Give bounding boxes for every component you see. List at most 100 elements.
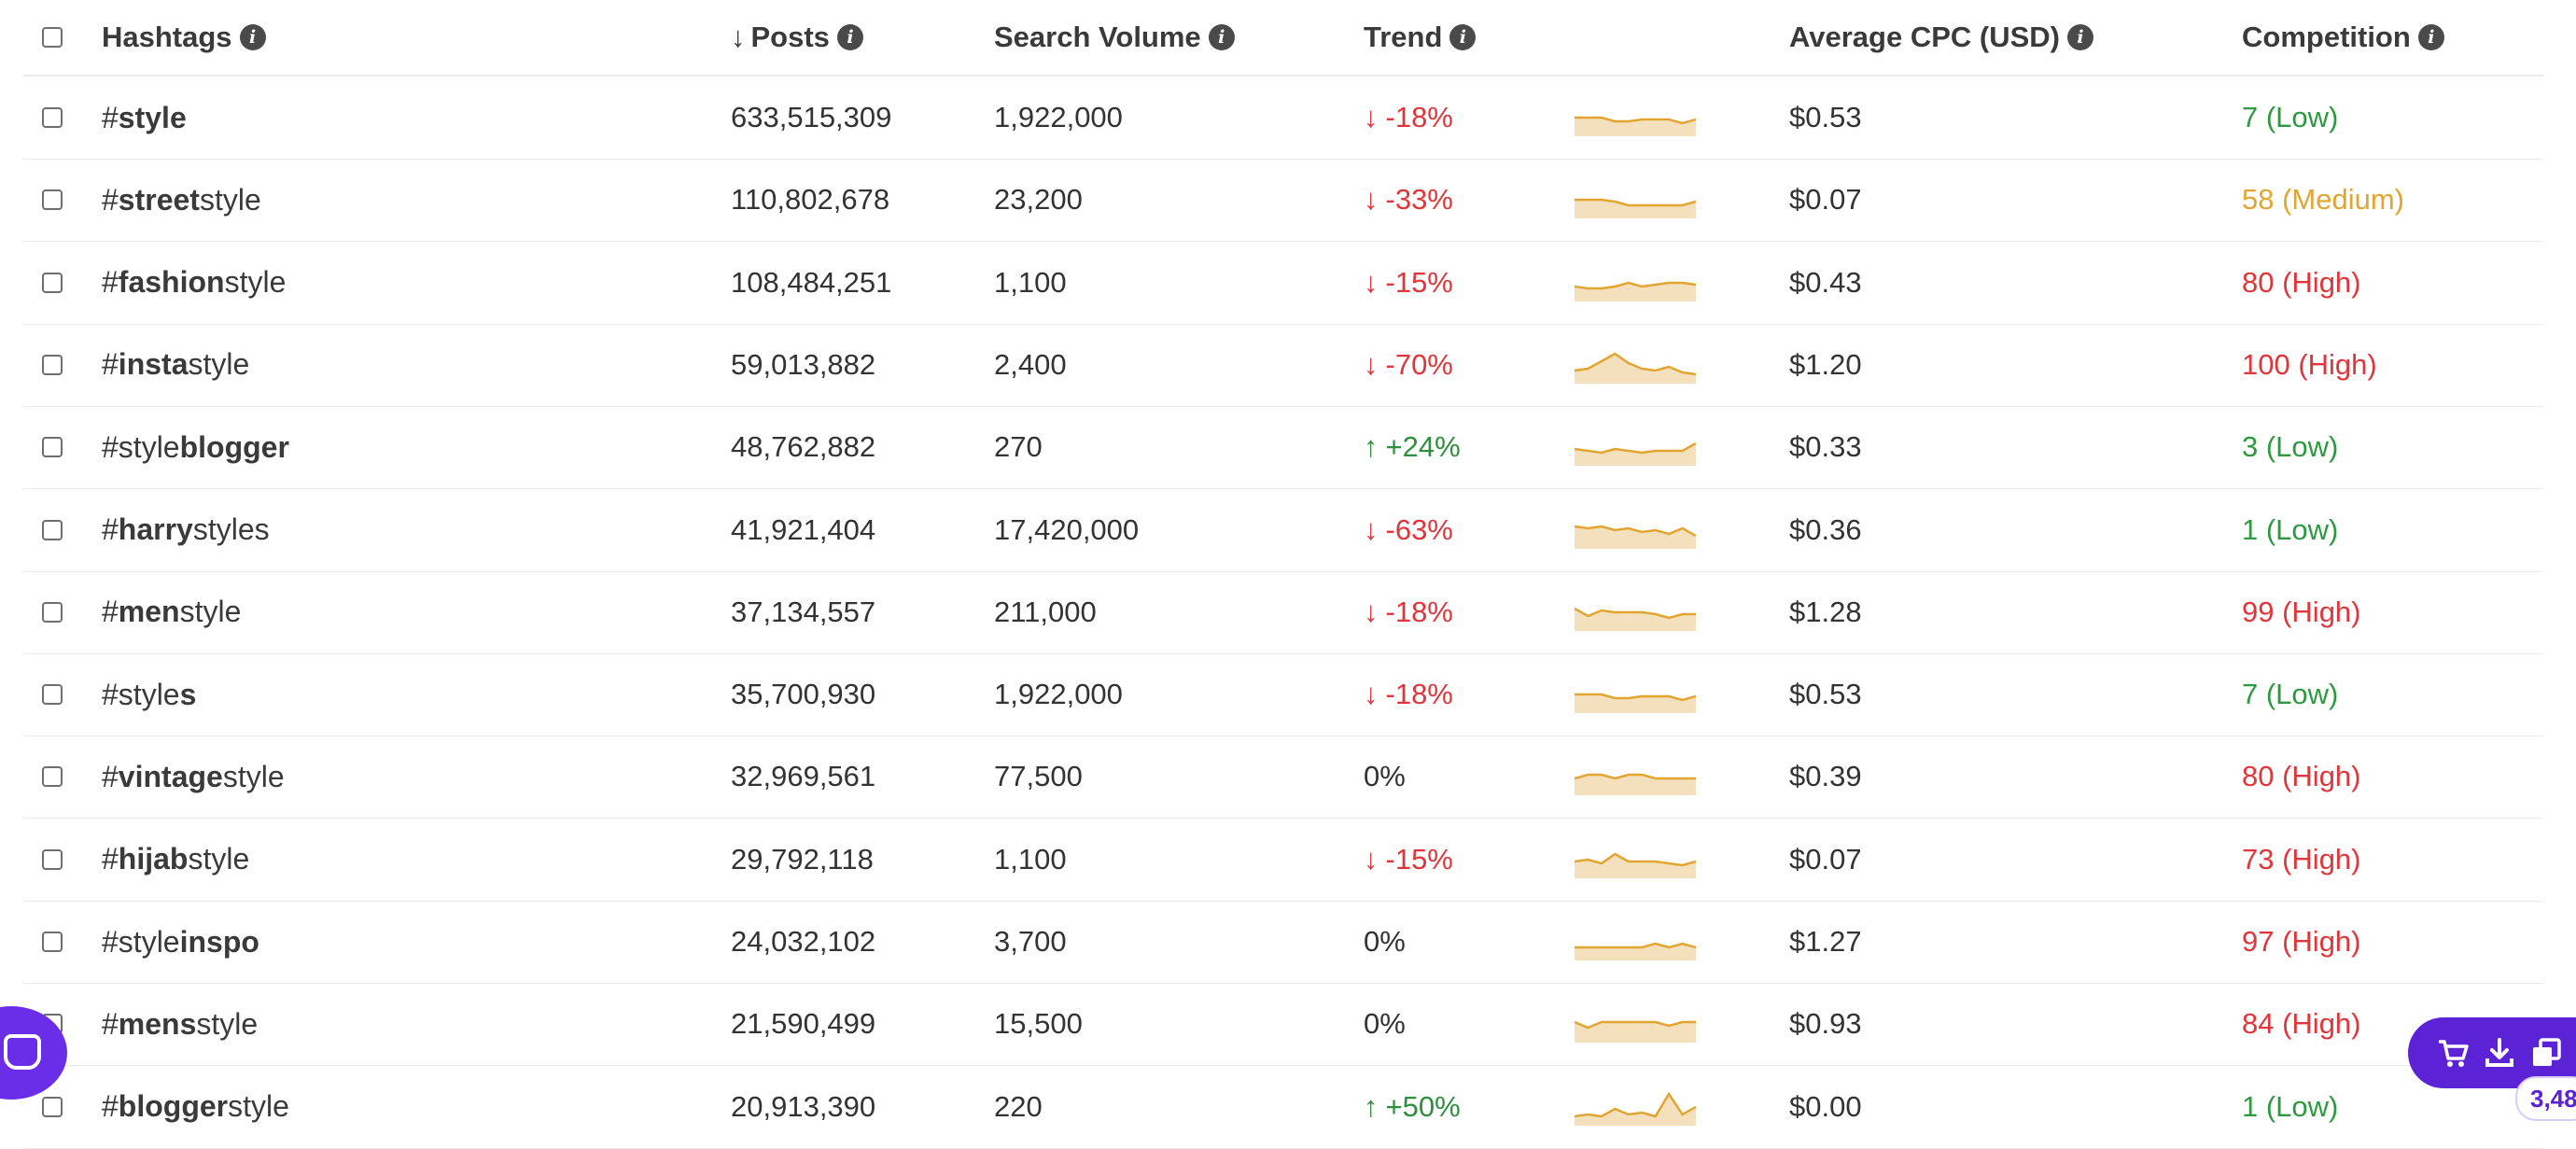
info-icon[interactable]: i [836, 24, 863, 50]
hashtag-cell[interactable]: # hijab style [102, 819, 249, 901]
row-checkbox-cell [42, 571, 63, 653]
hashtag-cell[interactable]: # insta style [102, 324, 249, 406]
hashtag-cell[interactable]: # style s [102, 653, 196, 736]
copy-icon[interactable] [2529, 1036, 2563, 1070]
hashtag-prefix: # [102, 429, 119, 464]
search-volume-cell: 220 [994, 1089, 1043, 1123]
row-checkbox[interactable] [42, 1096, 63, 1117]
row-checkbox[interactable] [42, 848, 63, 870]
trend-sparkline-cell [1575, 736, 1696, 818]
row-checkbox[interactable] [42, 519, 63, 540]
row-checkbox[interactable] [42, 601, 63, 623]
hashtag-rest: style [222, 759, 285, 793]
hashtag-cell[interactable]: # vintage style [102, 736, 285, 818]
sparkline-line [1575, 852, 1696, 866]
row-checkbox[interactable] [42, 272, 63, 293]
trend-sparkline-cell [1575, 324, 1696, 406]
info-icon[interactable]: i [2066, 24, 2093, 50]
sparkline-area [1575, 443, 1696, 467]
row-checkbox-cell [42, 819, 63, 901]
row-checkbox[interactable] [42, 437, 63, 458]
hashtag-rest: style [224, 265, 287, 300]
hashtag-cell[interactable]: # style inspo [102, 901, 259, 983]
competition-cell: 3 (Low) [2242, 430, 2339, 464]
posts-cell: 21,590,499 [731, 1007, 876, 1041]
posts-cell: 29,792,118 [731, 842, 874, 876]
info-icon[interactable]: i [2417, 24, 2444, 50]
table-row[interactable]: # harry styles 41,921,404 17,420,000 ↓ -63% $0.… [23, 489, 2543, 572]
trend-value: -18% [1385, 101, 1453, 133]
hashtag-prefix: # [102, 842, 119, 876]
info-icon[interactable]: i [1449, 24, 1477, 50]
row-checkbox[interactable] [42, 766, 63, 788]
table-row[interactable]: # hijab style 29,792,118 1,100 ↓ -15% $0.07 73 (… [23, 819, 2543, 902]
hashtag-match: vintage [118, 759, 223, 793]
hashtag-cell[interactable]: # harry styles [102, 489, 270, 571]
row-checkbox[interactable] [42, 189, 63, 211]
row-checkbox[interactable] [42, 684, 63, 706]
hashtag-match: fashion [118, 265, 225, 300]
search-volume-cell: 1,100 [994, 842, 1067, 876]
trend-sparkline [1575, 774, 1696, 796]
hashtag-rest: style [118, 677, 180, 711]
hashtag-cell[interactable]: # fashion style [102, 242, 286, 324]
column-header-posts[interactable]: ↓ Posts i [731, 0, 863, 75]
arrow-down-icon: ↓ [1364, 101, 1379, 133]
column-header-competition[interactable]: Competition i [2242, 0, 2444, 75]
average-cpc-cell: $0.43 [1789, 265, 1862, 299]
table-row[interactable]: # insta style 59,013,882 2,400 ↓ -70% $1.20 100 … [23, 324, 2543, 407]
cart-icon[interactable] [2436, 1036, 2470, 1070]
sparkline-line [1575, 442, 1696, 455]
search-volume-cell: 15,500 [994, 1007, 1083, 1041]
column-header-hashtags[interactable]: Hashtags i [102, 0, 266, 75]
hashtag-match: insta [118, 347, 189, 382]
row-checkbox[interactable] [42, 354, 63, 375]
trend-sparkline-cell [1575, 242, 1696, 324]
table-row[interactable]: # street style 110,802,678 23,200 ↓ -33% $0.07 5… [23, 159, 2543, 243]
info-icon[interactable]: i [239, 24, 266, 50]
select-all-checkbox[interactable] [42, 27, 63, 48]
sparkline-line [1575, 693, 1696, 702]
table-row[interactable]: # style blogger 48,762,882 270 ↑ +24% $0.33 3 (L… [23, 406, 2543, 490]
row-checkbox[interactable] [42, 107, 63, 128]
hashtag-cell[interactable]: # blogger style [102, 1066, 289, 1148]
column-header-trend[interactable]: Trend i [1364, 0, 1477, 75]
column-header-search-volume[interactable]: Search Volume i [994, 0, 1235, 75]
trend-cell: ↓ -18% [1364, 653, 1453, 736]
table-row[interactable]: # blogger style 20,913,390 220 ↑ +50% $0.00 1 (L… [23, 1066, 2543, 1149]
posts-cell: 35,700,930 [731, 678, 876, 711]
hashtag-cell[interactable]: # mens style [102, 983, 258, 1065]
competition-cell: 58 (Medium) [2242, 183, 2404, 217]
arrow-up-icon: ↑ [1364, 1089, 1379, 1123]
sparkline-area [1575, 200, 1696, 219]
trend-cell: ↓ -33% [1364, 159, 1453, 241]
competition-cell: 100 (High) [2242, 347, 2377, 381]
trend-value: 0% [1364, 925, 1406, 958]
search-volume-cell: 23,200 [994, 183, 1083, 217]
trend-cell: ↓ -70% [1364, 324, 1453, 406]
hashtag-cell[interactable]: # style blogger [102, 406, 289, 488]
trend-sparkline-cell [1575, 653, 1696, 736]
posts-cell: 41,921,404 [731, 512, 876, 546]
download-icon[interactable] [2483, 1036, 2516, 1070]
table-row[interactable]: # men style 37,134,557 211,000 ↓ -18% $1.28 99 (… [23, 571, 2543, 654]
hashtag-cell[interactable]: # men style [102, 571, 241, 653]
hashtag-rest: style [228, 1089, 289, 1124]
hashtag-cell[interactable]: # style [102, 77, 187, 159]
hashtag-match: men [118, 595, 180, 629]
table-row[interactable]: # fashion style 108,484,251 1,100 ↓ -15% $0.43 8… [23, 242, 2543, 325]
table-row[interactable]: # style inspo 24,032,102 3,700 0% $1.27 97 (Hig… [23, 901, 2543, 984]
hashtag-cell[interactable]: # street style [102, 159, 261, 241]
table-row[interactable]: # vintage style 32,969,561 77,500 0% $0.39 80 (… [23, 736, 2543, 820]
table-row[interactable]: # style s 35,700,930 1,922,000 ↓ -18% $0.53 7 (L… [23, 653, 2543, 737]
hashtag-match: harry [118, 512, 193, 546]
row-checkbox[interactable] [42, 932, 63, 952]
column-header-average-cpc[interactable]: Average CPC (USD) i [1789, 0, 2093, 75]
competition-cell: 73 (High) [2242, 842, 2361, 876]
hashtag-rest: style [188, 842, 250, 876]
table-row[interactable]: # mens style 21,590,499 15,500 0% $0.93 84 (Hig… [23, 983, 2543, 1067]
table-row[interactable]: # style 633,515,309 1,922,000 ↓ -18% $0.53 7 (L… [23, 77, 2543, 160]
info-icon[interactable]: i [1208, 24, 1235, 50]
competition-cell: 80 (High) [2242, 265, 2361, 299]
trend-value: -15% [1385, 265, 1453, 299]
